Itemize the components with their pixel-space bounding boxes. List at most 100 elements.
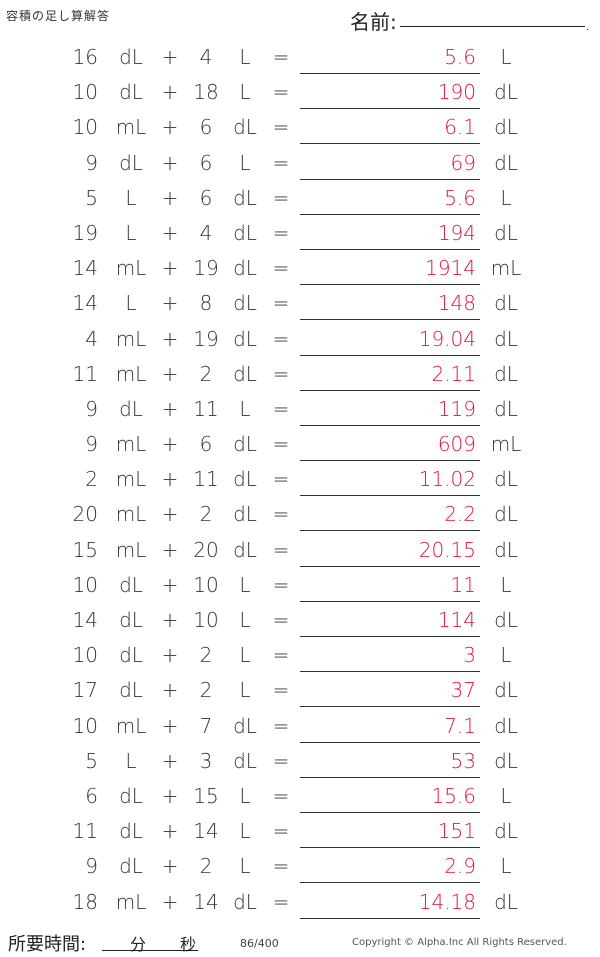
addend-b: 6 [199,432,213,457]
equals-sign: = [272,220,290,245]
minutes-label: 分 [130,935,147,954]
answer-box: 53 [300,744,480,778]
answer-value: 5.6 [444,185,476,210]
answer-box: 114 [300,603,480,637]
answer-box: 148 [300,286,480,321]
time-underline [102,950,198,951]
answer-box: 2.11 [300,357,480,391]
equals-sign: = [272,326,290,351]
answer-value: 2.11 [431,361,476,386]
equals-sign: = [272,361,290,386]
answer-value: 190 [437,80,476,105]
addend-a-unit: dL [119,572,143,597]
equals-sign: = [272,150,290,175]
addend-a: 10 [72,572,98,597]
addend-a-unit: dL [119,608,143,632]
addend-a-unit: dL [119,854,143,879]
problem-row: 14 mL +19 dL = 1914 mL [0,251,600,286]
plus-sign: + [161,854,179,879]
addend-a-unit: dL [119,45,143,69]
problem-row: 5 L +6 dL = 5.6 L [0,181,600,216]
addend-a-unit: dL [119,150,143,175]
addend-b-unit: dL [233,502,257,527]
equals-sign: = [272,643,290,668]
addend-b: 4 [199,45,213,69]
problem-row: 9 mL +6 dL = 609 mL [0,427,600,462]
answer-box: 19.04 [300,322,480,356]
addend-a-unit: dL [119,783,143,808]
answer-unit: dL [494,889,518,914]
answer-unit: dL [494,748,518,773]
plus-sign: + [161,643,179,668]
plus-sign: + [161,396,179,421]
equals-sign: = [272,467,290,492]
addend-a-unit: dL [119,678,143,703]
addend-b-unit: L [239,854,251,879]
answer-value: 2.2 [444,502,476,527]
addend-a: 17 [72,678,98,703]
addend-a: 9 [85,432,98,457]
answer-value: 11 [450,572,476,597]
addend-b: 2 [199,643,213,668]
addend-a: 10 [72,115,98,140]
answer-box: 609 [300,427,480,462]
plus-sign: + [161,80,179,105]
addend-a: 9 [85,854,98,879]
plus-sign: + [161,326,179,351]
equals-sign: = [272,502,290,527]
problem-row: 11 dL +14 L = 151 dL [0,814,600,849]
addend-b: 14 [193,819,219,844]
problem-row: 4 mL +19 dL = 19.04 dL [0,322,600,357]
addend-a-unit: L [125,748,137,773]
answer-value: 7.1 [444,713,476,738]
addend-b: 7 [199,713,213,738]
answer-box: 69 [300,146,480,180]
addend-b-unit: dL [233,748,257,773]
addend-a: 10 [72,713,98,738]
problem-row: 15 mL +20 dL = 20.15 dL [0,533,600,568]
equals-sign: = [272,291,290,316]
addend-b: 15 [193,783,219,808]
addend-a: 6 [85,783,98,808]
equals-sign: = [272,256,290,281]
addend-b: 14 [193,889,219,914]
answer-unit: dL [494,467,518,492]
answer-value: 2.9 [444,854,476,879]
addend-a: 5 [85,185,98,210]
answer-unit: mL [490,256,522,281]
answer-unit: dL [494,502,518,527]
addend-a: 11 [72,819,98,844]
equals-sign: = [272,748,290,773]
equals-sign: = [272,608,290,632]
answer-box: 2.2 [300,497,480,532]
problem-row: 19 L +4 dL = 194 dL [0,216,600,251]
addend-b-unit: dL [233,432,257,457]
addend-a-unit: mL [115,326,147,351]
plus-sign: + [161,220,179,245]
problem-row: 20 mL +2 dL = 2.2 dL [0,497,600,532]
problem-row: 10 mL +7 dL = 7.1 dL [0,709,600,744]
addend-a-unit: mL [115,432,147,457]
addend-a-unit: dL [119,643,143,668]
addend-b-unit: L [239,678,251,703]
problem-row: 10 mL +6 dL = 6.1 dL [0,110,600,145]
equals-sign: = [272,783,290,808]
answer-value: 114 [437,608,476,632]
addend-a: 11 [72,361,98,386]
equals-sign: = [272,713,290,738]
equals-sign: = [272,185,290,210]
equals-sign: = [272,45,290,69]
equals-sign: = [272,678,290,703]
answer-unit: dL [494,150,518,175]
addend-a-unit: L [125,185,137,210]
addend-b-unit: dL [233,115,257,140]
addend-a-unit: mL [115,467,147,492]
problem-row: 6 dL +15 L = 15.6 L [0,779,600,814]
addend-b: 3 [199,748,213,773]
name-underline [400,26,585,27]
answer-box: 3 [300,638,480,673]
problem-row: 9 dL +6 L = 69 dL [0,146,600,181]
name-dot: . [586,22,590,33]
addend-a: 14 [72,608,98,632]
addend-b: 2 [199,502,213,527]
